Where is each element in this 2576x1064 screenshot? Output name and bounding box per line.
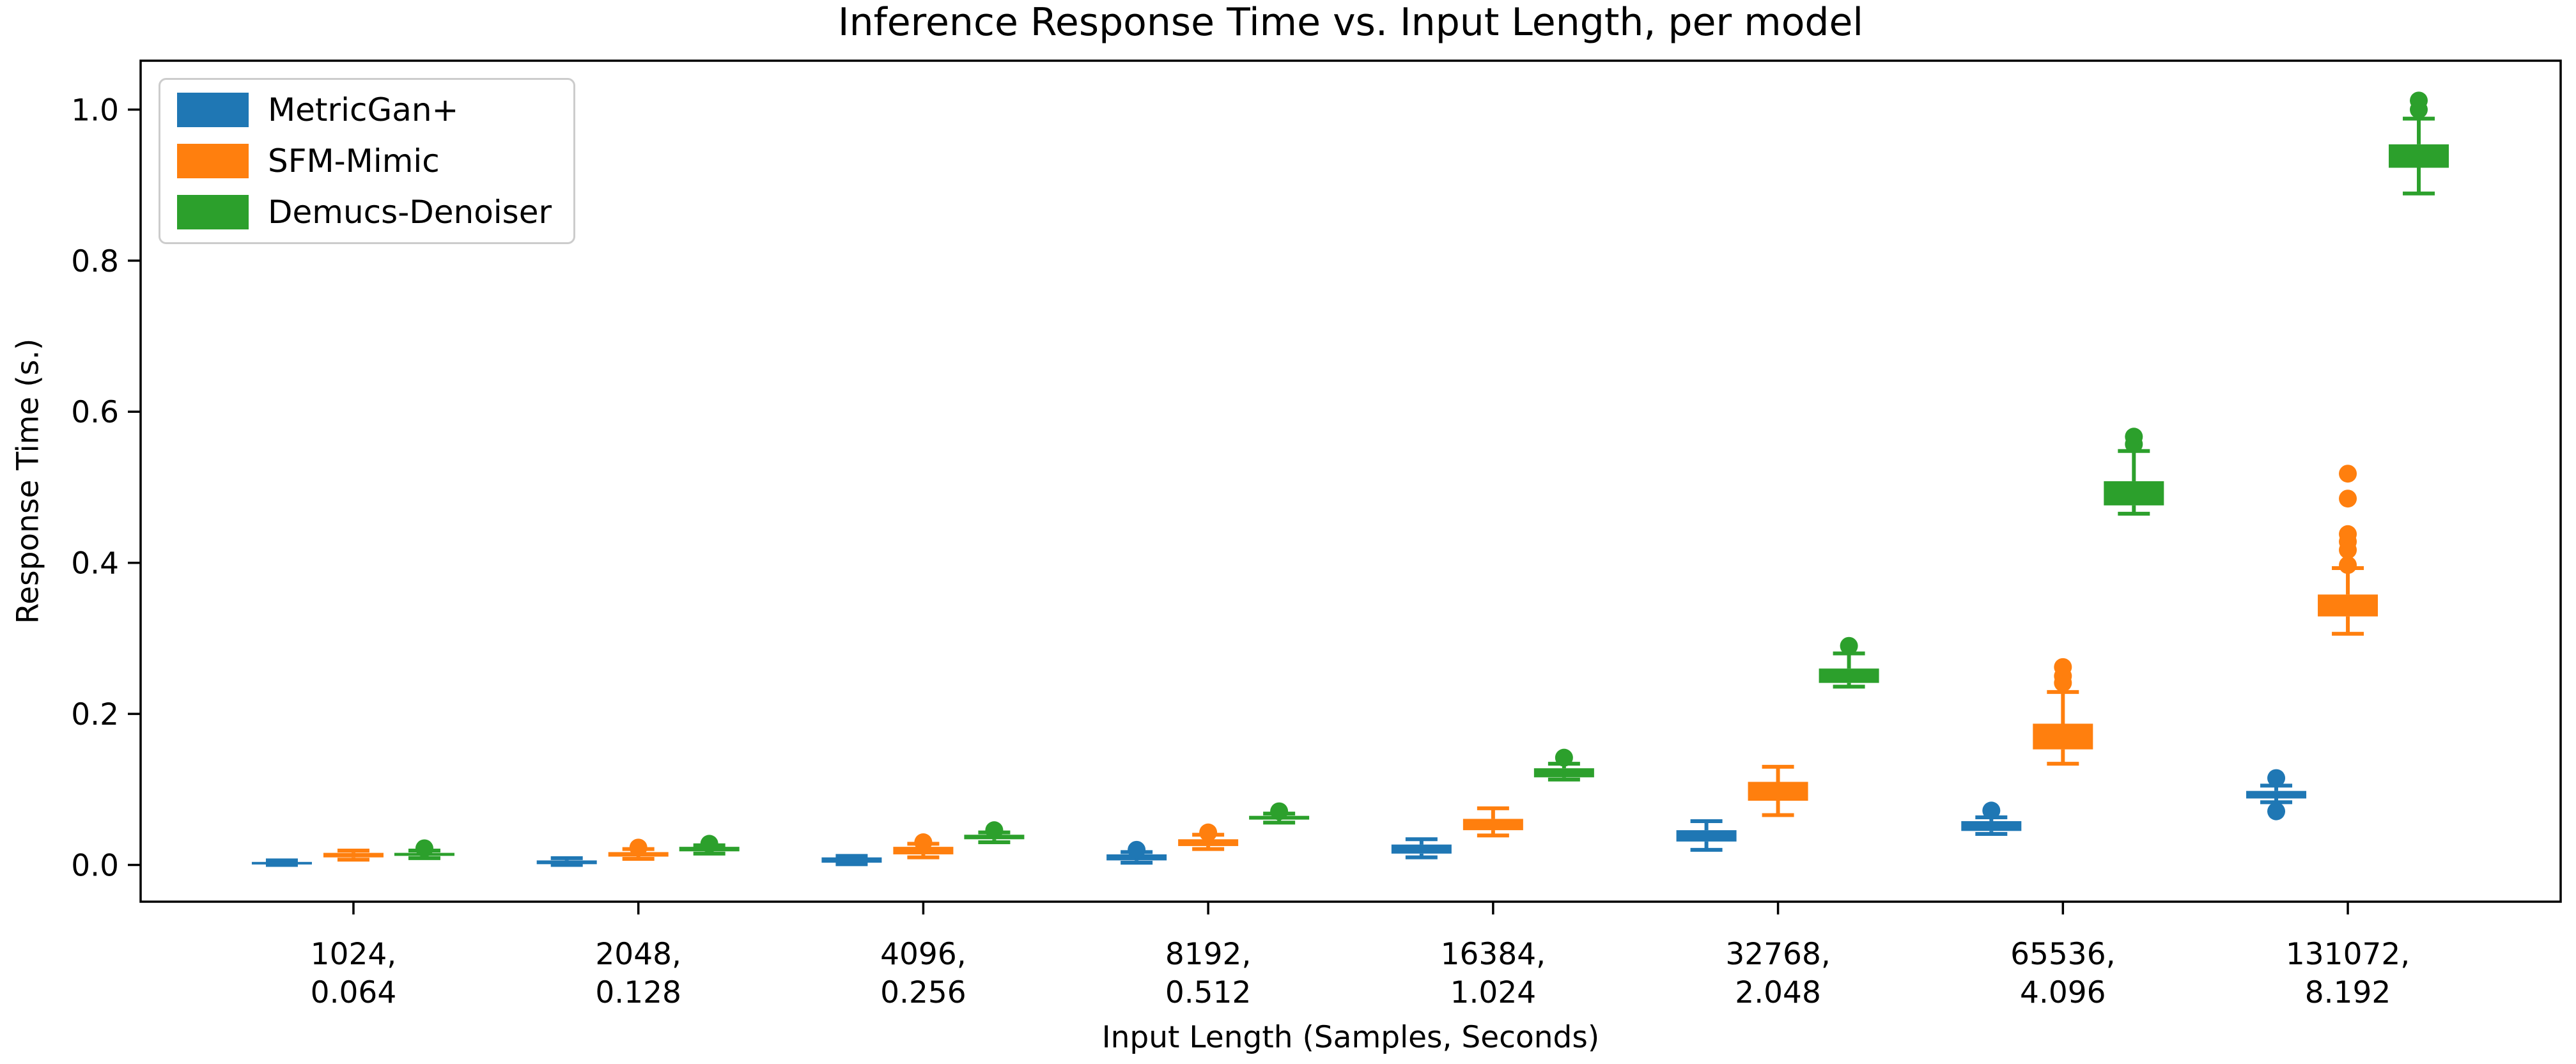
box-MetricGan+-2048 bbox=[536, 860, 597, 865]
box-MetricGan+-1024 bbox=[251, 861, 312, 865]
flier-MetricGan+-8192 bbox=[1128, 840, 1146, 859]
y-tick-label: 0.4 bbox=[71, 546, 119, 582]
y-tick-label: 1.0 bbox=[71, 93, 119, 128]
x-tick-label-seconds: 0.512 bbox=[1165, 975, 1252, 1010]
flier-SFM-Mimic-2048 bbox=[629, 838, 648, 857]
box-MetricGan+-32768 bbox=[1676, 830, 1737, 842]
box-MetricGan+-16384 bbox=[1391, 844, 1452, 854]
flier-Demucs-Denoiser-8192 bbox=[1270, 802, 1289, 821]
box-SFM-Mimic-65536 bbox=[2033, 723, 2093, 750]
x-tick-label-samples: 32768, bbox=[1725, 937, 1830, 972]
x-axis-label: Input Length (Samples, Seconds) bbox=[1101, 1020, 1600, 1055]
chart-title: Inference Response Time vs. Input Length… bbox=[837, 0, 1864, 45]
x-tick-label-seconds: 2.048 bbox=[1735, 975, 1821, 1010]
x-tick-label-seconds: 1.024 bbox=[1450, 975, 1537, 1010]
box-SFM-Mimic-131072 bbox=[2318, 594, 2378, 617]
x-tick-label-samples: 4096, bbox=[880, 937, 966, 972]
legend-label: MetricGan+ bbox=[268, 91, 459, 128]
x-tick-label-seconds: 8.192 bbox=[2305, 975, 2391, 1010]
legend-swatch-icon bbox=[177, 93, 249, 127]
y-tick-label: 0.2 bbox=[71, 697, 119, 732]
flier-Demucs-Denoiser-65536 bbox=[2125, 428, 2143, 446]
flier-SFM-Mimic-4096 bbox=[914, 833, 933, 852]
plot-frame bbox=[139, 59, 2562, 903]
flier-SFM-Mimic-131072 bbox=[2339, 525, 2357, 543]
flier-Demucs-Denoiser-1024 bbox=[415, 839, 433, 858]
legend-item-MetricGan+: MetricGan+ bbox=[177, 91, 552, 128]
legend-swatch-icon bbox=[177, 144, 249, 178]
y-tick-label: 0.6 bbox=[71, 395, 119, 430]
flier-MetricGan+-131072 bbox=[2267, 802, 2286, 821]
legend-label: SFM-Mimic bbox=[268, 143, 440, 180]
flier-Demucs-Denoiser-2048 bbox=[700, 835, 718, 853]
box-Demucs-Denoiser-65536 bbox=[2104, 481, 2164, 505]
y-tick-label: 0.8 bbox=[71, 244, 119, 279]
flier-SFM-Mimic-8192 bbox=[1199, 823, 1218, 842]
legend-item-Demucs-Denoiser: Demucs-Denoiser bbox=[177, 194, 552, 231]
flier-MetricGan+-131072 bbox=[2267, 769, 2286, 787]
x-tick-label-seconds: 0.256 bbox=[880, 975, 966, 1010]
x-tick-label-samples: 16384, bbox=[1441, 937, 1546, 972]
x-tick-label-seconds: 4.096 bbox=[2020, 975, 2106, 1010]
flier-Demucs-Denoiser-131072 bbox=[2410, 91, 2428, 110]
box-Demucs-Denoiser-131072 bbox=[2389, 144, 2449, 168]
y-tick-label: 0.0 bbox=[71, 848, 119, 883]
flier-SFM-Mimic-131072 bbox=[2339, 465, 2357, 483]
box-MetricGan+-65536 bbox=[1961, 821, 2022, 831]
box-SFM-Mimic-1024 bbox=[323, 852, 384, 858]
flier-Demucs-Denoiser-16384 bbox=[1555, 748, 1573, 767]
x-tick-label-samples: 2048, bbox=[595, 937, 681, 972]
x-tick-label-seconds: 0.128 bbox=[595, 975, 681, 1010]
box-Demucs-Denoiser-16384 bbox=[1533, 768, 1594, 778]
box-SFM-Mimic-16384 bbox=[1463, 819, 1523, 831]
box-SFM-Mimic-8192 bbox=[1178, 839, 1239, 846]
flier-SFM-Mimic-131072 bbox=[2339, 490, 2357, 508]
box-SFM-Mimic-32768 bbox=[1748, 782, 1808, 801]
flier-MetricGan+-65536 bbox=[1982, 801, 2001, 820]
x-tick-label-samples: 8192, bbox=[1165, 937, 1252, 972]
box-MetricGan+-4096 bbox=[821, 857, 882, 863]
box-Demucs-Denoiser-32768 bbox=[1819, 668, 1879, 683]
x-tick-label-seconds: 0.064 bbox=[311, 975, 397, 1010]
legend-item-SFM-Mimic: SFM-Mimic bbox=[177, 143, 552, 180]
flier-SFM-Mimic-65536 bbox=[2054, 658, 2072, 676]
box-MetricGan+-131072 bbox=[2246, 790, 2307, 799]
x-tick-label-samples: 1024, bbox=[311, 937, 397, 972]
x-tick-label-samples: 65536, bbox=[2010, 937, 2115, 972]
legend-swatch-icon bbox=[177, 195, 249, 229]
legend: MetricGan+ SFM-Mimic Demucs-Denoiser bbox=[159, 78, 576, 244]
x-tick-label-samples: 131072, bbox=[2286, 937, 2410, 972]
flier-Demucs-Denoiser-4096 bbox=[985, 821, 1004, 840]
flier-Demucs-Denoiser-32768 bbox=[1840, 636, 1858, 655]
flier-SFM-Mimic-131072 bbox=[2339, 556, 2357, 574]
legend-label: Demucs-Denoiser bbox=[268, 194, 552, 231]
